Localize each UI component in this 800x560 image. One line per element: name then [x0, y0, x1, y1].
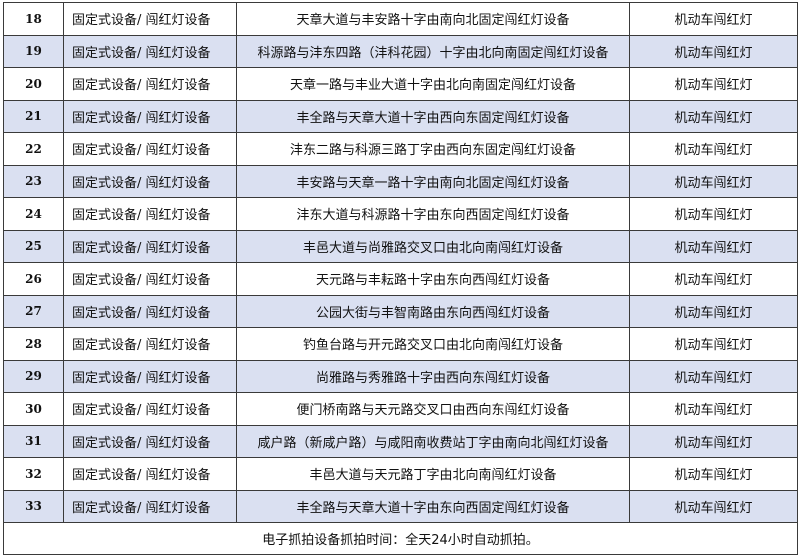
table-row: 19 固定式设备/ 闯红灯设备 科源路与沣东四路（沣科花园）十字由北向南固定闯红灯设… — [3, 34, 798, 68]
capture-time-note: 电子抓拍设备抓拍时间：全天24小时自动抓拍。 — [3, 522, 798, 555]
table-row: 22 固定式设备/ 闯红灯设备 沣东二路与科源三路丁字由西向东固定闯红灯设备 机动车闯… — [3, 132, 798, 166]
table-row: 21 固定式设备/ 闯红灯设备 丰全路与天章大道十字由西向东固定闯红灯设备 机动车闯红… — [3, 99, 798, 133]
device-location: 天章一路与丰业大道十字由北向南固定闯红灯设备 — [236, 67, 630, 101]
device-type: 固定式设备/ 闯红灯设备 — [63, 262, 237, 296]
violation-type: 机动车闯红灯 — [629, 392, 798, 426]
device-table-body: 18 固定式设备/ 闯红灯设备 天章大道与丰安路十字由南向北固定闯红灯设备 机动车闯红… — [3, 2, 798, 523]
row-number: 33 — [3, 489, 64, 523]
row-number: 30 — [3, 392, 64, 426]
device-table: 18 固定式设备/ 闯红灯设备 天章大道与丰安路十字由南向北固定闯红灯设备 机动车闯红… — [3, 2, 798, 555]
device-location: 丰邑大道与尚雅路交叉口由北向南闯红灯设备 — [236, 229, 630, 263]
violation-type: 机动车闯红灯 — [629, 34, 798, 68]
device-type: 固定式设备/ 闯红灯设备 — [63, 2, 237, 36]
table-row: 30 固定式设备/ 闯红灯设备 便门桥南路与天元路交叉口由西向东闯红灯设备 机动车闯红… — [3, 392, 798, 426]
row-number: 31 — [3, 424, 64, 458]
table-row: 27 固定式设备/ 闯红灯设备 公园大街与丰智南路由东向西闯红灯设备 机动车闯红灯 — [3, 294, 798, 328]
violation-type: 机动车闯红灯 — [629, 99, 798, 133]
device-type: 固定式设备/ 闯红灯设备 — [63, 132, 237, 166]
device-location: 尚雅路与秀雅路十字由西向东闯红灯设备 — [236, 359, 630, 393]
row-number: 21 — [3, 99, 64, 133]
device-type: 固定式设备/ 闯红灯设备 — [63, 392, 237, 426]
device-location: 钓鱼台路与开元路交叉口由北向南闯红灯设备 — [236, 327, 630, 361]
table-row: 24 固定式设备/ 闯红灯设备 沣东大道与科源路十字由东向西固定闯红灯设备 机动车闯红… — [3, 197, 798, 231]
device-type: 固定式设备/ 闯红灯设备 — [63, 424, 237, 458]
device-location: 咸户路（新咸户路）与咸阳南收费站丁字由南向北闯红灯设备 — [236, 424, 630, 458]
violation-type: 机动车闯红灯 — [629, 229, 798, 263]
violation-type: 机动车闯红灯 — [629, 2, 798, 36]
violation-type: 机动车闯红灯 — [629, 424, 798, 458]
footer-row: 电子抓拍设备抓拍时间：全天24小时自动抓拍。 — [3, 522, 798, 555]
row-number: 26 — [3, 262, 64, 296]
violation-type: 机动车闯红灯 — [629, 262, 798, 296]
device-type: 固定式设备/ 闯红灯设备 — [63, 197, 237, 231]
table-row: 32 固定式设备/ 闯红灯设备 丰邑大道与天元路丁字由北向南闯红灯设备 机动车闯红灯 — [3, 457, 798, 491]
device-location: 丰全路与天章大道十字由东向西固定闯红灯设备 — [236, 489, 630, 523]
row-number: 22 — [3, 132, 64, 166]
device-type: 固定式设备/ 闯红灯设备 — [63, 327, 237, 361]
violation-type: 机动车闯红灯 — [629, 132, 798, 166]
violation-type: 机动车闯红灯 — [629, 164, 798, 198]
table-row: 20 固定式设备/ 闯红灯设备 天章一路与丰业大道十字由北向南固定闯红灯设备 机动车闯… — [3, 67, 798, 101]
row-number: 25 — [3, 229, 64, 263]
violation-type: 机动车闯红灯 — [629, 457, 798, 491]
device-location: 科源路与沣东四路（沣科花园）十字由北向南固定闯红灯设备 — [236, 34, 630, 68]
row-number: 27 — [3, 294, 64, 328]
table-row: 23 固定式设备/ 闯红灯设备 丰安路与天章一路十字由南向北固定闯红灯设备 机动车闯红… — [3, 164, 798, 198]
row-number: 29 — [3, 359, 64, 393]
device-type: 固定式设备/ 闯红灯设备 — [63, 229, 237, 263]
device-location: 丰安路与天章一路十字由南向北固定闯红灯设备 — [236, 164, 630, 198]
violation-type: 机动车闯红灯 — [629, 197, 798, 231]
table-row: 29 固定式设备/ 闯红灯设备 尚雅路与秀雅路十字由西向东闯红灯设备 机动车闯红灯 — [3, 359, 798, 393]
device-type: 固定式设备/ 闯红灯设备 — [63, 34, 237, 68]
violation-type: 机动车闯红灯 — [629, 359, 798, 393]
device-type: 固定式设备/ 闯红灯设备 — [63, 99, 237, 133]
device-location: 沣东大道与科源路十字由东向西固定闯红灯设备 — [236, 197, 630, 231]
device-type: 固定式设备/ 闯红灯设备 — [63, 67, 237, 101]
device-type: 固定式设备/ 闯红灯设备 — [63, 164, 237, 198]
device-type: 固定式设备/ 闯红灯设备 — [63, 359, 237, 393]
table-row: 33 固定式设备/ 闯红灯设备 丰全路与天章大道十字由东向西固定闯红灯设备 机动车闯红… — [3, 489, 798, 523]
table-row: 18 固定式设备/ 闯红灯设备 天章大道与丰安路十字由南向北固定闯红灯设备 机动车闯红… — [3, 2, 798, 36]
table-row: 25 固定式设备/ 闯红灯设备 丰邑大道与尚雅路交叉口由北向南闯红灯设备 机动车闯红灯 — [3, 229, 798, 263]
table-row: 31 固定式设备/ 闯红灯设备 咸户路（新咸户路）与咸阳南收费站丁字由南向北闯红灯设… — [3, 424, 798, 458]
table-row: 26 固定式设备/ 闯红灯设备 天元路与丰耘路十字由东向西闯红灯设备 机动车闯红灯 — [3, 262, 798, 296]
table-row: 28 固定式设备/ 闯红灯设备 钓鱼台路与开元路交叉口由北向南闯红灯设备 机动车闯红灯 — [3, 327, 798, 361]
device-location: 天章大道与丰安路十字由南向北固定闯红灯设备 — [236, 2, 630, 36]
device-type: 固定式设备/ 闯红灯设备 — [63, 457, 237, 491]
device-location: 公园大街与丰智南路由东向西闯红灯设备 — [236, 294, 630, 328]
device-type: 固定式设备/ 闯红灯设备 — [63, 294, 237, 328]
row-number: 18 — [3, 2, 64, 36]
violation-type: 机动车闯红灯 — [629, 294, 798, 328]
device-location: 天元路与丰耘路十字由东向西闯红灯设备 — [236, 262, 630, 296]
device-location: 丰邑大道与天元路丁字由北向南闯红灯设备 — [236, 457, 630, 491]
device-type: 固定式设备/ 闯红灯设备 — [63, 489, 237, 523]
violation-type: 机动车闯红灯 — [629, 327, 798, 361]
device-location: 便门桥南路与天元路交叉口由西向东闯红灯设备 — [236, 392, 630, 426]
row-number: 23 — [3, 164, 64, 198]
row-number: 20 — [3, 67, 64, 101]
device-location: 沣东二路与科源三路丁字由西向东固定闯红灯设备 — [236, 132, 630, 166]
row-number: 19 — [3, 34, 64, 68]
violation-type: 机动车闯红灯 — [629, 489, 798, 523]
violation-type: 机动车闯红灯 — [629, 67, 798, 101]
device-location: 丰全路与天章大道十字由西向东固定闯红灯设备 — [236, 99, 630, 133]
row-number: 32 — [3, 457, 64, 491]
row-number: 24 — [3, 197, 64, 231]
row-number: 28 — [3, 327, 64, 361]
